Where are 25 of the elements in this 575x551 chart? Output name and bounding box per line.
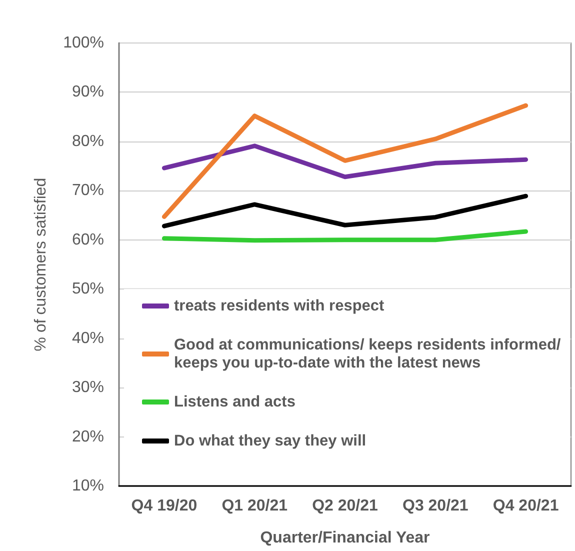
y-tick-label: 70% [72,182,104,200]
legend-label: Good at communications/ keeps residents informed/ keeps you up-to-date with the latest news [174,336,566,372]
y-tick-label: 20% [72,428,104,446]
x-tick-label: Q2 20/21 [312,498,378,514]
x-tick-label: Q4 19/20 [131,498,198,514]
y-tick-label: 80% [72,132,104,150]
y-tick-label: 90% [72,84,104,101]
line-series [162,144,528,180]
legend-label: Listens and acts [174,394,296,410]
legend-label: treats residents with respect [174,298,384,314]
x-axis-title: Quarter/Financial Year [260,530,430,546]
x-tick-label: Q3 20/21 [402,498,468,514]
line-series [162,229,528,243]
y-tick-label: 30% [72,379,104,396]
y-tick-label: 50% [72,280,104,298]
y-tick-label: 10% [72,478,104,494]
line-series [162,194,528,228]
y-tick-label: 40% [72,330,104,347]
x-tick-label: Q4 20/21 [492,498,559,514]
legend-label: Do what they say they will [174,432,366,450]
y-axis-title: % of customers satisfied [32,178,50,352]
line-series [162,103,528,220]
x-tick-label: Q1 20/21 [222,498,288,514]
y-tick-label: 100% [63,34,104,52]
y-tick-label: 60% [72,231,104,248]
